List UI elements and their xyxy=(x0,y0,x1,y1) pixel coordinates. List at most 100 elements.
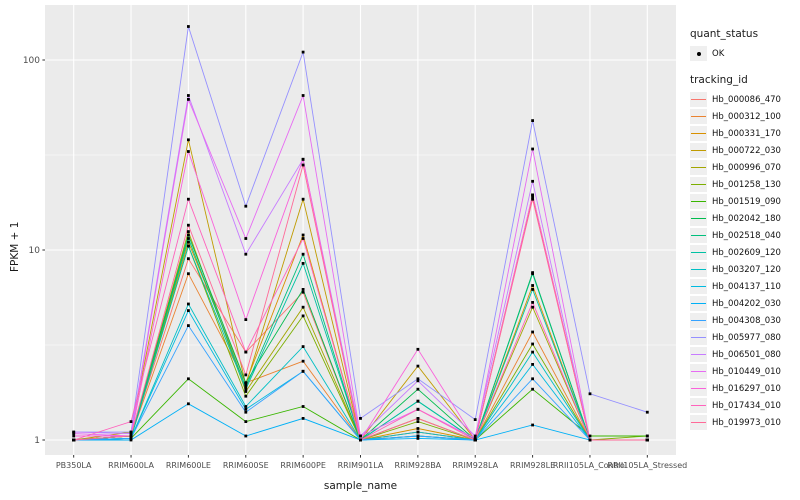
legend-item-Hb_005977_080[interactable]: Hb_005977_080 xyxy=(690,329,798,346)
data-point[interactable] xyxy=(416,379,420,383)
data-point[interactable] xyxy=(531,272,534,276)
data-point[interactable] xyxy=(72,434,76,438)
data-point[interactable] xyxy=(187,25,190,28)
data-point[interactable] xyxy=(473,434,477,438)
data-point[interactable] xyxy=(301,157,305,161)
data-point[interactable] xyxy=(473,418,477,421)
data-point[interactable] xyxy=(416,407,420,411)
data-point[interactable] xyxy=(359,417,362,420)
data-point[interactable] xyxy=(187,94,190,97)
legend-item-Hb_001258_130[interactable]: Hb_001258_130 xyxy=(690,176,798,193)
data-point[interactable] xyxy=(244,385,248,389)
data-point[interactable] xyxy=(301,405,305,408)
data-point[interactable] xyxy=(244,373,248,377)
data-point[interactable] xyxy=(531,342,534,346)
legend-item-Hb_001519_090[interactable]: Hb_001519_090 xyxy=(690,193,798,210)
data-point[interactable] xyxy=(301,237,305,240)
data-point[interactable] xyxy=(187,230,190,233)
data-point[interactable] xyxy=(531,387,534,391)
data-point[interactable] xyxy=(301,345,305,348)
data-point[interactable] xyxy=(531,147,534,151)
data-point[interactable] xyxy=(416,399,420,403)
data-point[interactable] xyxy=(187,377,190,381)
data-point[interactable] xyxy=(531,197,534,201)
data-point[interactable] xyxy=(129,438,133,442)
data-point[interactable] xyxy=(244,350,248,354)
data-point[interactable] xyxy=(588,438,592,442)
data-point[interactable] xyxy=(301,369,305,373)
data-point[interactable] xyxy=(187,150,190,153)
data-point[interactable] xyxy=(129,420,133,423)
data-point[interactable] xyxy=(301,252,305,256)
data-point[interactable] xyxy=(416,387,420,391)
data-point[interactable] xyxy=(416,347,420,351)
data-point[interactable] xyxy=(187,257,190,261)
data-point[interactable] xyxy=(416,437,420,440)
data-point[interactable] xyxy=(531,377,534,381)
data-point[interactable] xyxy=(416,417,420,420)
data-point[interactable] xyxy=(129,437,133,440)
data-point[interactable] xyxy=(531,305,534,309)
data-point[interactable] xyxy=(531,284,534,287)
data-point[interactable] xyxy=(416,420,420,423)
legend-item-Hb_002609_120[interactable]: Hb_002609_120 xyxy=(690,244,798,261)
data-point[interactable] xyxy=(301,94,305,97)
data-point[interactable] xyxy=(416,427,420,430)
data-point[interactable] xyxy=(244,381,248,385)
data-point[interactable] xyxy=(187,272,190,276)
legend-item-Hb_010449_010[interactable]: Hb_010449_010 xyxy=(690,363,798,380)
data-point[interactable] xyxy=(129,434,133,438)
data-point[interactable] xyxy=(72,432,76,435)
data-point[interactable] xyxy=(187,402,190,406)
data-point[interactable] xyxy=(187,98,190,101)
data-point[interactable] xyxy=(187,244,190,248)
data-point[interactable] xyxy=(531,119,534,122)
data-point[interactable] xyxy=(187,309,190,312)
data-point[interactable] xyxy=(72,438,76,442)
data-point[interactable] xyxy=(72,430,76,434)
data-point[interactable] xyxy=(244,394,248,398)
data-point[interactable] xyxy=(531,423,534,427)
data-point[interactable] xyxy=(531,288,534,291)
data-point[interactable] xyxy=(301,305,305,309)
data-point[interactable] xyxy=(244,420,248,423)
data-point[interactable] xyxy=(187,324,190,327)
data-point[interactable] xyxy=(187,302,190,306)
data-point[interactable] xyxy=(244,387,248,391)
data-point[interactable] xyxy=(531,179,534,183)
data-point[interactable] xyxy=(416,364,420,368)
legend-item-Hb_000722_030[interactable]: Hb_000722_030 xyxy=(690,142,798,159)
data-point[interactable] xyxy=(645,438,649,442)
legend-item-Hb_017434_010[interactable]: Hb_017434_010 xyxy=(690,397,798,414)
legend-item-quant-status-ok[interactable]: OK xyxy=(690,45,798,62)
legend-item-Hb_019973_010[interactable]: Hb_019973_010 xyxy=(690,414,798,431)
data-point[interactable] xyxy=(187,233,190,237)
data-point[interactable] xyxy=(187,197,190,201)
data-point[interactable] xyxy=(531,363,534,366)
data-point[interactable] xyxy=(129,432,133,435)
data-point[interactable] xyxy=(244,410,248,414)
data-point[interactable] xyxy=(301,288,305,291)
data-point[interactable] xyxy=(301,163,305,167)
data-point[interactable] xyxy=(645,434,649,438)
data-point[interactable] xyxy=(244,237,248,240)
data-point[interactable] xyxy=(301,233,305,237)
legend-item-Hb_000996_070[interactable]: Hb_000996_070 xyxy=(690,159,798,176)
data-point[interactable] xyxy=(187,223,190,227)
data-point[interactable] xyxy=(588,434,592,438)
legend-item-Hb_000331_170[interactable]: Hb_000331_170 xyxy=(690,125,798,142)
data-point[interactable] xyxy=(531,195,534,199)
data-point[interactable] xyxy=(416,377,420,381)
data-point[interactable] xyxy=(244,383,248,387)
data-point[interactable] xyxy=(187,237,190,240)
data-point[interactable] xyxy=(359,434,362,438)
legend-item-Hb_000312_100[interactable]: Hb_000312_100 xyxy=(690,108,798,125)
data-point[interactable] xyxy=(416,434,420,438)
data-point[interactable] xyxy=(129,430,133,434)
data-point[interactable] xyxy=(301,314,305,318)
legend-item-Hb_002042_180[interactable]: Hb_002042_180 xyxy=(690,210,798,227)
data-point[interactable] xyxy=(531,301,534,304)
data-point[interactable] xyxy=(187,138,190,142)
data-point[interactable] xyxy=(301,262,305,265)
data-point[interactable] xyxy=(187,240,190,244)
